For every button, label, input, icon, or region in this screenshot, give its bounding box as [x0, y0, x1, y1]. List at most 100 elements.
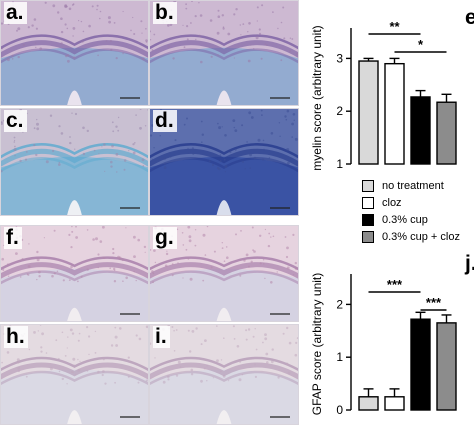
cell-speckle [270, 132, 274, 135]
cell-speckle [248, 22, 251, 25]
cell-speckle [104, 170, 106, 172]
cell-speckle [133, 33, 136, 35]
cell-speckle [86, 326, 89, 329]
cell-speckle [40, 350, 43, 353]
cell-speckle [17, 27, 21, 31]
cell-speckle [190, 373, 194, 376]
cell-speckle [218, 126, 222, 130]
cell-speckle [45, 160, 49, 164]
cell-speckle [294, 267, 298, 270]
cell-speckle [294, 261, 297, 265]
cell-speckle [80, 20, 83, 23]
cell-speckle [70, 371, 73, 374]
cell-speckle [287, 161, 290, 165]
legend-label: cloz [382, 197, 402, 209]
cell-speckle [113, 280, 117, 283]
cell-speckle [255, 348, 258, 351]
tissue-layer-band [1, 370, 148, 386]
cell-speckle [256, 20, 258, 22]
cell-speckle [195, 327, 198, 330]
cell-speckle [204, 254, 207, 256]
cell-speckle [96, 4, 99, 7]
cell-speckle [171, 274, 174, 277]
cell-speckle [94, 330, 97, 333]
cell-speckle [110, 165, 113, 168]
cell-speckle [187, 147, 189, 150]
cell-speckle [245, 329, 248, 332]
cell-speckle [117, 255, 120, 259]
cell-speckle [19, 276, 22, 278]
cell-speckle [163, 166, 167, 169]
cell-speckle [105, 40, 108, 42]
cell-speckle [82, 126, 85, 130]
cell-speckle [268, 157, 271, 159]
cell-speckle [99, 17, 101, 20]
cell-speckle [112, 247, 115, 251]
cell-speckle [110, 344, 114, 347]
cell-speckle [86, 369, 89, 372]
tissue-layer-band [1, 356, 148, 372]
cell-speckle [169, 155, 172, 158]
tissue-layer-band [150, 362, 298, 380]
tissue-layer-band [1, 262, 148, 279]
panel-label: d. [153, 110, 177, 132]
tissue-layer-band [150, 148, 298, 167]
cell-speckle [263, 148, 265, 151]
cell-speckle [189, 277, 193, 281]
cell-speckle [28, 243, 30, 245]
cell-speckle [280, 59, 283, 62]
cell-speckle [167, 45, 171, 48]
cell-speckle [140, 20, 143, 23]
micrograph-panel-f: f. [0, 225, 149, 322]
cell-speckle [295, 52, 298, 56]
cell-speckle [222, 374, 226, 378]
cell-speckle [92, 238, 95, 241]
cell-speckle [88, 335, 91, 338]
bar [358, 396, 379, 411]
white-matter-region [150, 156, 298, 215]
cell-speckle [223, 337, 225, 339]
cell-speckle [67, 336, 69, 338]
cell-speckle [252, 249, 254, 251]
y-axis-label: myelin score (arbitrary unit) [310, 25, 324, 170]
cell-speckle [182, 277, 184, 279]
cell-speckle [262, 341, 264, 344]
cell-speckle [132, 16, 134, 19]
cell-speckle [55, 339, 58, 342]
cell-speckle [56, 270, 59, 273]
cell-speckle [221, 14, 224, 17]
white-matter-region [150, 47, 298, 105]
legend-swatch [362, 231, 374, 243]
cell-speckle [289, 50, 291, 53]
cell-speckle [25, 151, 28, 153]
cell-speckle [61, 331, 64, 334]
cell-speckle [220, 359, 223, 361]
cell-speckle [272, 11, 274, 14]
cell-speckle [198, 2, 200, 4]
cell-speckle [75, 373, 77, 375]
legend-label: 0.3% cup [382, 214, 428, 226]
cell-speckle [73, 56, 76, 59]
cell-speckle [200, 60, 203, 64]
cell-speckle [52, 4, 56, 8]
cell-speckle [289, 37, 292, 39]
cell-speckle [77, 339, 80, 342]
cell-speckle [264, 337, 268, 341]
cell-speckle [14, 139, 16, 142]
cell-speckle [122, 280, 124, 282]
cell-speckle [291, 122, 294, 126]
ventricle-gap [216, 410, 232, 424]
cell-speckle [115, 153, 119, 156]
bar [384, 62, 405, 165]
cell-speckle [292, 274, 295, 276]
cell-speckle [122, 10, 124, 13]
cell-speckle [13, 148, 17, 151]
cell-speckle [283, 37, 286, 40]
cell-speckle [243, 259, 246, 262]
cell-speckle [150, 342, 152, 345]
cell-speckle [72, 357, 76, 361]
cell-speckle [67, 54, 70, 57]
cell-speckle [271, 348, 274, 351]
cell-speckle [102, 358, 105, 361]
cell-speckle [1, 257, 4, 261]
